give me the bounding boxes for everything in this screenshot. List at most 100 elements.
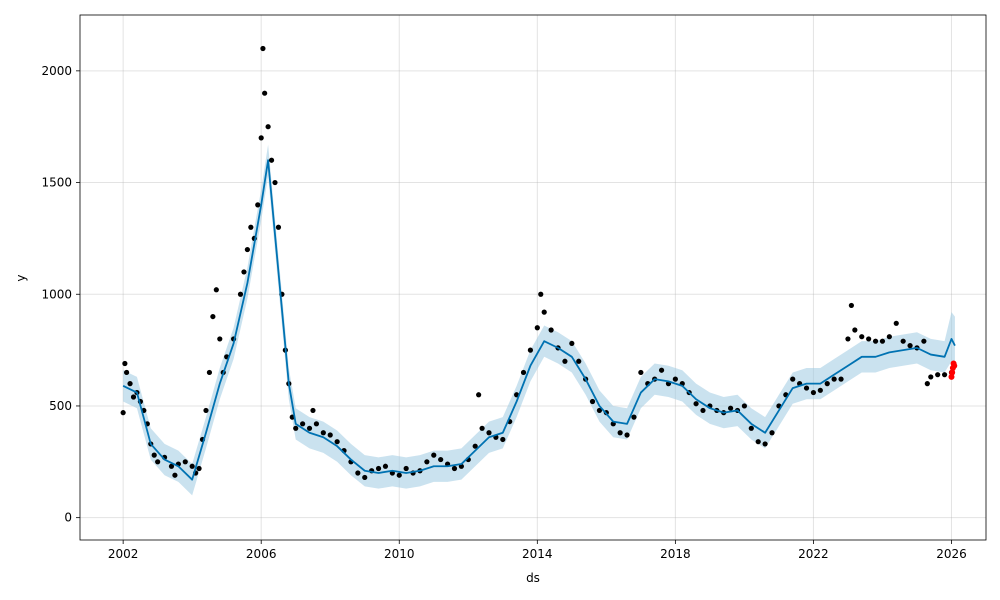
observed-point xyxy=(189,463,195,469)
observed-point xyxy=(848,302,854,309)
observed-point xyxy=(921,338,927,344)
observed-point xyxy=(334,439,340,445)
observed-point xyxy=(538,291,544,297)
observed-point xyxy=(527,347,534,353)
observed-point xyxy=(168,463,175,469)
observed-point xyxy=(866,336,872,342)
y-tick-label: 0 xyxy=(64,511,72,525)
observed-point xyxy=(520,369,527,376)
observed-point xyxy=(203,407,209,414)
observed-point xyxy=(486,430,492,436)
observed-point xyxy=(900,338,906,344)
observed-point xyxy=(907,343,913,349)
observed-point xyxy=(562,358,568,364)
x-tick-label: 2026 xyxy=(936,547,967,561)
observed-point xyxy=(306,425,313,431)
observed-point xyxy=(817,387,823,393)
x-tick-label: 2022 xyxy=(798,547,829,561)
observed-point xyxy=(268,157,275,163)
observed-point xyxy=(451,465,458,472)
observed-point xyxy=(120,410,126,416)
observed-point xyxy=(476,392,482,398)
observed-point xyxy=(879,338,886,344)
observed-point xyxy=(130,394,137,400)
observed-point xyxy=(638,369,644,376)
observed-point xyxy=(935,372,941,378)
observed-point xyxy=(355,470,361,476)
observed-point xyxy=(272,179,278,186)
observed-point xyxy=(924,381,930,387)
observed-point xyxy=(206,369,213,376)
observed-point xyxy=(248,224,254,230)
observed-point xyxy=(237,291,244,297)
observed-point xyxy=(255,202,261,208)
x-tick-label: 2010 xyxy=(384,547,415,561)
observed-point xyxy=(472,443,478,449)
observed-point xyxy=(631,414,637,420)
observed-point xyxy=(172,472,178,478)
future-point xyxy=(949,369,956,376)
future-points-layer xyxy=(948,360,958,380)
x-axis-ticks: 2002 2006 2010 2014 2018 2022 2026 xyxy=(108,540,967,561)
observed-point xyxy=(617,430,623,436)
observed-point xyxy=(624,432,630,438)
observed-point xyxy=(569,340,575,347)
observed-point xyxy=(693,401,699,407)
observed-point xyxy=(396,472,402,478)
observed-point xyxy=(893,320,899,326)
observed-point xyxy=(127,381,133,387)
observed-point xyxy=(310,407,316,414)
observed-point xyxy=(375,465,382,472)
observed-point xyxy=(123,369,130,376)
observed-point xyxy=(275,224,282,230)
observed-point xyxy=(824,381,830,387)
uncertainty-band-layer xyxy=(123,144,955,496)
observed-point xyxy=(548,327,554,333)
observed-point xyxy=(755,439,761,445)
future-point xyxy=(951,362,958,369)
y-tick-label: 1000 xyxy=(41,287,72,301)
x-tick-label: 2002 xyxy=(108,547,139,561)
observed-point xyxy=(803,385,810,391)
observed-point xyxy=(831,376,837,382)
y-tick-label: 2000 xyxy=(41,64,72,78)
observed-point xyxy=(576,358,582,364)
y-axis-ticks: 0 500 1000 1500 2000 xyxy=(41,64,80,525)
observed-point xyxy=(845,336,851,342)
observed-point xyxy=(941,372,948,378)
observed-point xyxy=(748,425,754,431)
observed-point xyxy=(362,474,368,481)
observed-point xyxy=(262,90,268,96)
observed-point xyxy=(244,246,250,253)
observed-point xyxy=(589,398,596,405)
x-tick-label: 2014 xyxy=(522,547,553,561)
forecast-line-layer xyxy=(122,159,956,481)
observed-point xyxy=(810,389,817,396)
observed-point xyxy=(241,269,247,275)
observed-point xyxy=(300,421,306,427)
observed-point xyxy=(320,430,326,436)
observed-point xyxy=(155,459,161,465)
observed-point xyxy=(790,376,796,382)
x-axis-label: ds xyxy=(526,571,540,585)
observed-point xyxy=(431,452,437,458)
observed-point xyxy=(313,421,320,427)
observed-point xyxy=(438,456,444,463)
observed-point xyxy=(217,336,223,342)
observed-point xyxy=(258,135,264,141)
observed-point xyxy=(196,465,202,472)
observed-point xyxy=(852,327,858,333)
observed-point xyxy=(122,360,128,367)
future-point xyxy=(948,373,955,380)
observed-point xyxy=(210,313,216,320)
observed-point xyxy=(265,124,271,130)
x-tick-label: 2006 xyxy=(246,547,277,561)
grid-lines xyxy=(80,15,986,540)
observed-point xyxy=(293,425,299,431)
observed-point xyxy=(769,430,775,436)
observed-point xyxy=(700,407,706,414)
y-tick-label: 1500 xyxy=(41,176,72,190)
observed-point xyxy=(741,403,748,409)
observed-point xyxy=(672,376,678,382)
